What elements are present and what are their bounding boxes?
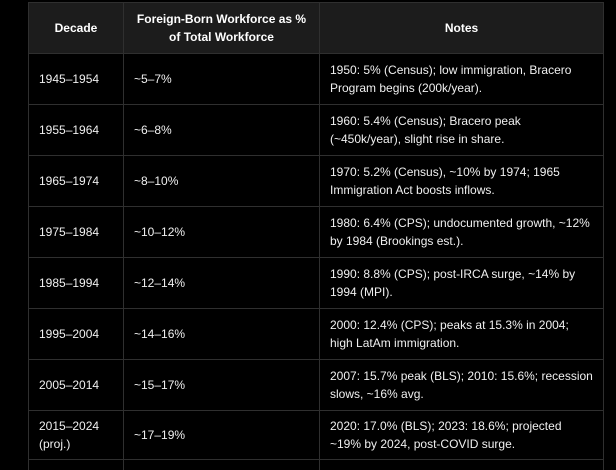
cell-decade: 1945–1954 xyxy=(28,53,124,105)
cell-empty xyxy=(319,459,604,470)
table-row: 2005–2014 ~15–17% 2007: 15.7% peak (BLS)… xyxy=(28,359,604,411)
cell-notes: 2020: 17.0% (BLS); 2023: 18.6%; projecte… xyxy=(319,410,604,460)
table-row: 1985–1994 ~12–14% 1990: 8.8% (CPS); post… xyxy=(28,257,604,309)
cell-notes: 2000: 12.4% (CPS); peaks at 15.3% in 200… xyxy=(319,308,604,360)
header-notes: Notes xyxy=(319,2,604,54)
table-row: 1975–1984 ~10–12% 1980: 6.4% (CPS); undo… xyxy=(28,206,604,258)
cell-empty xyxy=(28,459,124,470)
cell-notes: 2007: 15.7% peak (BLS); 2010: 15.6%; rec… xyxy=(319,359,604,411)
cell-notes: 1970: 5.2% (Census), ~10% by 1974; 1965 … xyxy=(319,155,604,207)
cell-decade: 1975–1984 xyxy=(28,206,124,258)
cell-empty xyxy=(123,459,320,470)
cell-notes: 1960: 5.4% (Census); Bracero peak (~450k… xyxy=(319,104,604,156)
cell-decade: 1955–1964 xyxy=(28,104,124,156)
cell-share: ~6–8% xyxy=(123,104,320,156)
cell-share: ~8–10% xyxy=(123,155,320,207)
header-decade: Decade xyxy=(28,2,124,54)
cell-share: ~15–17% xyxy=(123,359,320,411)
cell-decade: 2005–2014 xyxy=(28,359,124,411)
table-row: 1955–1964 ~6–8% 1960: 5.4% (Census); Bra… xyxy=(28,104,604,156)
cell-share: ~14–16% xyxy=(123,308,320,360)
cell-share: ~5–7% xyxy=(123,53,320,105)
table-row: 1965–1974 ~8–10% 1970: 5.2% (Census), ~1… xyxy=(28,155,604,207)
cell-notes: 1950: 5% (Census); low immigration, Brac… xyxy=(319,53,604,105)
workforce-table: Decade Foreign-Born Workforce as % of To… xyxy=(28,2,604,470)
table-header: Decade Foreign-Born Workforce as % of To… xyxy=(28,2,604,54)
cell-notes: 1980: 6.4% (CPS); undocumented growth, ~… xyxy=(319,206,604,258)
cell-decade: 1965–1974 xyxy=(28,155,124,207)
cell-decade: 1985–1994 xyxy=(28,257,124,309)
cell-decade: 1995–2004 xyxy=(28,308,124,360)
table-row-cut-off xyxy=(28,459,604,470)
table-body: 1945–1954 ~5–7% 1950: 5% (Census); low i… xyxy=(28,53,604,470)
table-row: 2015–2024 (proj.) ~17–19% 2020: 17.0% (B… xyxy=(28,410,604,460)
cell-share: ~12–14% xyxy=(123,257,320,309)
cell-share: ~17–19% xyxy=(123,410,320,460)
table-row: 1945–1954 ~5–7% 1950: 5% (Census); low i… xyxy=(28,53,604,105)
table-row: 1995–2004 ~14–16% 2000: 12.4% (CPS); pea… xyxy=(28,308,604,360)
cell-decade: 2015–2024 (proj.) xyxy=(28,410,124,460)
cell-share: ~10–12% xyxy=(123,206,320,258)
header-share: Foreign-Born Workforce as % of Total Wor… xyxy=(123,2,320,54)
header-row: Decade Foreign-Born Workforce as % of To… xyxy=(28,2,604,54)
cell-notes: 1990: 8.8% (CPS); post-IRCA surge, ~14% … xyxy=(319,257,604,309)
